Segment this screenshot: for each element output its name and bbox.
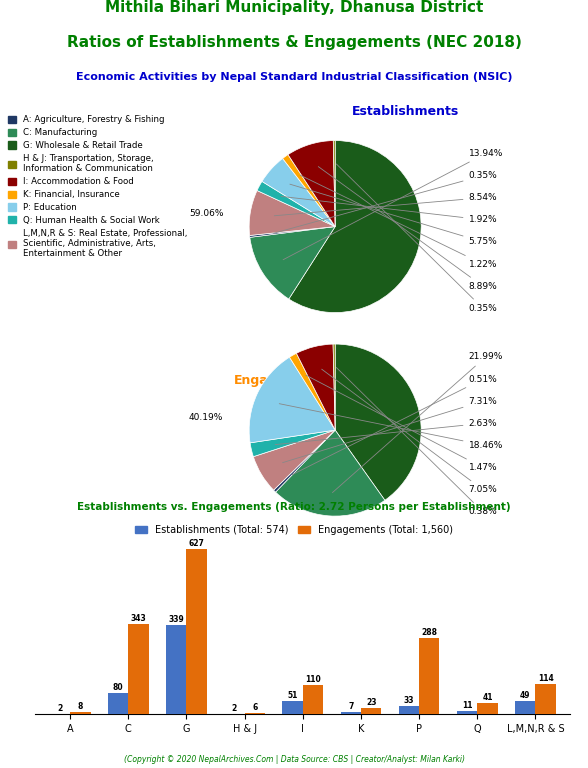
Text: 627: 627	[189, 539, 205, 548]
Wedge shape	[276, 430, 385, 516]
Text: 49: 49	[520, 691, 530, 700]
Text: 0.35%: 0.35%	[274, 171, 497, 233]
Bar	[457, 711, 477, 714]
Wedge shape	[273, 430, 335, 492]
Text: 8.54%: 8.54%	[274, 194, 497, 216]
Wedge shape	[250, 430, 335, 457]
Text: (Copyright © 2020 NepalArchives.Com | Data Source: CBS | Creator/Analyst: Milan : (Copyright © 2020 NepalArchives.Com | Da…	[123, 755, 465, 764]
Wedge shape	[249, 190, 335, 236]
Wedge shape	[257, 181, 335, 227]
Text: 7.05%: 7.05%	[322, 369, 497, 494]
Text: 41: 41	[482, 694, 493, 703]
Text: 0.38%: 0.38%	[336, 368, 497, 516]
Text: 8.89%: 8.89%	[318, 167, 497, 290]
Wedge shape	[289, 141, 421, 313]
Text: 7.31%: 7.31%	[283, 397, 497, 462]
Text: 13.94%: 13.94%	[283, 149, 503, 260]
Text: Engagements: Engagements	[235, 374, 330, 386]
Bar	[303, 685, 323, 714]
Text: Ratios of Establishments & Engagements (NEC 2018): Ratios of Establishments & Engagements (…	[66, 35, 522, 50]
Bar	[515, 701, 536, 714]
Text: Economic Activities by Nepal Standard Industrial Classification (NSIC): Economic Activities by Nepal Standard In…	[76, 72, 512, 82]
Text: 11: 11	[462, 701, 472, 710]
Bar	[245, 713, 265, 714]
Text: 18.46%: 18.46%	[279, 404, 503, 450]
Text: 1.47%: 1.47%	[306, 376, 497, 472]
Text: 2: 2	[232, 703, 237, 713]
Text: 59.06%: 59.06%	[189, 209, 223, 218]
Wedge shape	[288, 141, 335, 227]
Wedge shape	[296, 344, 335, 430]
Text: 2.63%: 2.63%	[275, 419, 497, 445]
Bar	[282, 701, 303, 714]
Text: 8: 8	[78, 702, 83, 711]
Text: 288: 288	[422, 628, 437, 637]
Wedge shape	[333, 344, 335, 430]
Bar	[536, 684, 556, 714]
Text: 5.75%: 5.75%	[290, 184, 497, 247]
Wedge shape	[335, 344, 421, 500]
Wedge shape	[289, 353, 335, 430]
Wedge shape	[250, 227, 335, 299]
Text: 0.51%: 0.51%	[292, 375, 497, 475]
Text: 6: 6	[252, 703, 258, 712]
Wedge shape	[250, 227, 335, 237]
Bar	[70, 712, 91, 714]
Text: 0.35%: 0.35%	[336, 164, 497, 313]
Text: 114: 114	[538, 674, 553, 684]
Bar	[477, 703, 497, 714]
Text: 21.99%: 21.99%	[332, 353, 503, 492]
Bar	[186, 549, 207, 714]
Text: Mithila Bihari Municipality, Dhanusa District: Mithila Bihari Municipality, Dhanusa Dis…	[105, 0, 483, 15]
Bar	[108, 694, 128, 714]
Text: 2: 2	[58, 703, 63, 713]
Text: Establishments: Establishments	[352, 105, 459, 118]
Text: 343: 343	[131, 614, 146, 623]
Text: Establishments vs. Engagements (Ratio: 2.72 Persons per Establishment): Establishments vs. Engagements (Ratio: 2…	[77, 502, 511, 512]
Bar	[399, 706, 419, 714]
Legend: A: Agriculture, Forestry & Fishing, C: Manufacturing, G: Wholesale & Retail Trad: A: Agriculture, Forestry & Fishing, C: M…	[4, 112, 191, 262]
Text: 23: 23	[366, 698, 376, 707]
Bar	[340, 713, 361, 714]
Wedge shape	[333, 141, 335, 227]
Bar	[361, 708, 382, 714]
Text: 1.92%: 1.92%	[281, 197, 497, 224]
Text: 33: 33	[404, 696, 414, 704]
Text: 40.19%: 40.19%	[189, 412, 223, 422]
Bar	[166, 625, 186, 714]
Text: 7: 7	[348, 703, 353, 711]
Text: 339: 339	[168, 615, 184, 624]
Wedge shape	[249, 357, 335, 443]
Bar	[419, 638, 439, 714]
Wedge shape	[262, 158, 335, 227]
Legend: Establishments (Total: 574), Engagements (Total: 1,560): Establishments (Total: 574), Engagements…	[132, 521, 456, 539]
Bar	[128, 624, 149, 714]
Text: 80: 80	[113, 684, 123, 692]
Wedge shape	[253, 430, 335, 490]
Text: 1.22%: 1.22%	[300, 175, 497, 269]
Text: 110: 110	[305, 675, 321, 684]
Wedge shape	[283, 154, 335, 227]
Text: 51: 51	[288, 690, 298, 700]
